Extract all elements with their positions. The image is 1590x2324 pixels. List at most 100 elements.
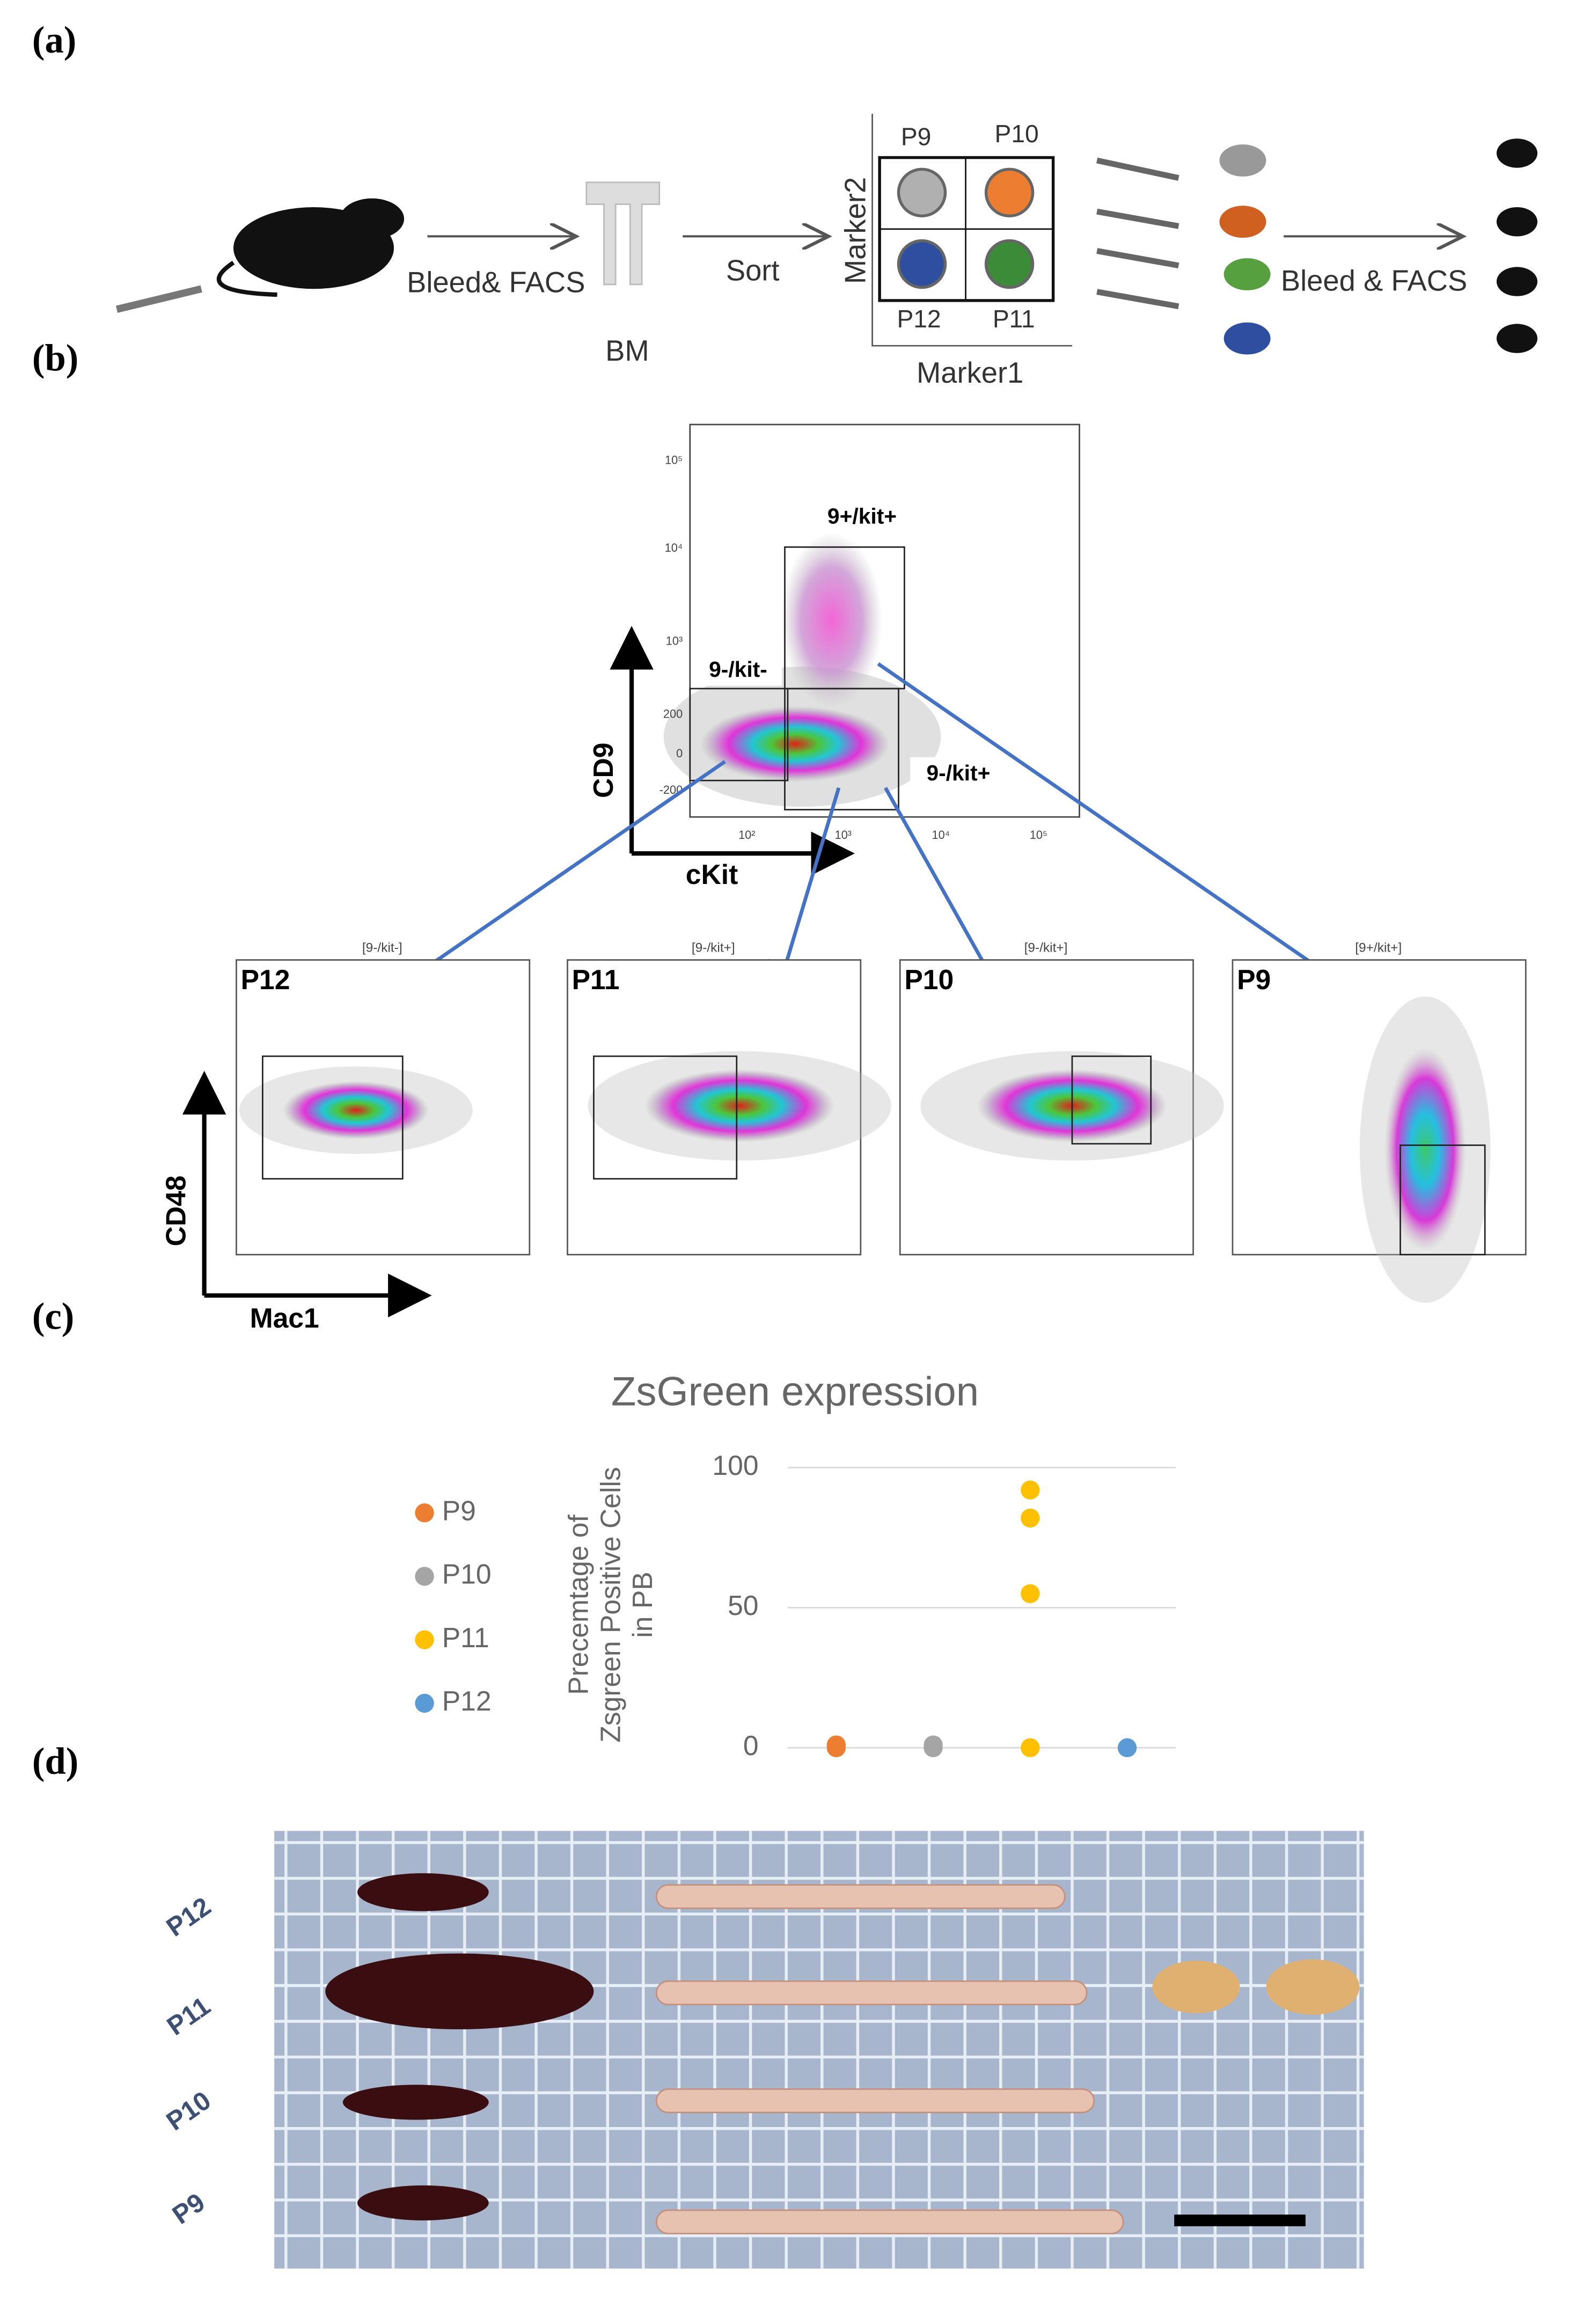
legend-marker bbox=[415, 1567, 434, 1586]
bones bbox=[585, 181, 661, 286]
flow-subplot: [9-/kit+] P10 bbox=[899, 940, 1224, 1255]
chart: ZsGreen expression Precemtage of Zsgreen… bbox=[415, 1369, 1176, 1761]
x-tick-label: 10² bbox=[738, 828, 755, 842]
mouse bbox=[1496, 207, 1538, 237]
x-tick-label: 10⁵ bbox=[1030, 828, 1047, 842]
axis-label: Mac1 bbox=[250, 1303, 319, 1334]
legend-marker bbox=[415, 1630, 434, 1649]
density bbox=[644, 1069, 834, 1143]
mouse bbox=[1496, 324, 1538, 353]
legend-label: P12 bbox=[442, 1685, 492, 1716]
gate-label-bg bbox=[910, 757, 1007, 790]
axis-label: cKit bbox=[686, 859, 738, 890]
axis-label: Marker2 bbox=[839, 177, 872, 284]
x-tick-label: 10⁴ bbox=[932, 828, 950, 842]
plot-name: P10 bbox=[904, 964, 954, 995]
arrow bbox=[768, 787, 841, 999]
data-point bbox=[924, 1735, 943, 1755]
bone bbox=[655, 1884, 1066, 1909]
plot-frame bbox=[1232, 959, 1527, 1255]
chart-title: ZsGreen expression bbox=[611, 1369, 979, 1415]
flow-subplots: [9-/kit-] P12 [9-/kit+] P11 [9-/kit+] P10 [9+/… bbox=[236, 940, 1527, 1303]
density bbox=[283, 1081, 429, 1139]
scale-bar bbox=[1174, 2215, 1306, 2226]
photo: P12 P11 P10 P9 bbox=[162, 1831, 1364, 2269]
plot-name: P12 bbox=[241, 964, 290, 995]
mouse bbox=[340, 198, 405, 239]
gate-label: 9-/kit+ bbox=[926, 761, 990, 785]
legend-label: P10 bbox=[442, 1559, 492, 1590]
legend-label: P9 bbox=[442, 1495, 476, 1526]
flow-subplot: [9-/kit-] P12 bbox=[236, 940, 531, 1255]
mouse bbox=[1223, 322, 1271, 355]
panel-label: (b) bbox=[32, 337, 78, 379]
legend-marker bbox=[415, 1503, 434, 1523]
spleen bbox=[325, 1953, 594, 2029]
quadrant-label: P11 bbox=[993, 305, 1035, 333]
gate bbox=[1400, 1144, 1486, 1255]
gate bbox=[784, 688, 899, 810]
gate-label-bg bbox=[811, 500, 913, 533]
row-label: P12 bbox=[162, 1892, 216, 1942]
gate bbox=[1071, 1055, 1152, 1145]
node bbox=[1152, 1961, 1240, 2014]
density bbox=[780, 532, 883, 708]
schematic: Bleed& FACS BM Sort P9 P10 P12 P11 Marke… bbox=[115, 114, 1538, 389]
syringe bbox=[1096, 248, 1179, 269]
data-point bbox=[1021, 1738, 1040, 1758]
bm-label: BM bbox=[605, 334, 649, 367]
y-tick-label: 10⁴ bbox=[665, 541, 683, 554]
flow-main: 9+/kit+ 9-/kit- 9-/kit+ 10⁵10⁴10³2000-20… bbox=[588, 423, 1080, 890]
gate bbox=[593, 1055, 738, 1180]
y-tick-label: 0 bbox=[743, 1730, 759, 1761]
gate bbox=[262, 1055, 404, 1180]
axis-label: CD9 bbox=[588, 743, 619, 798]
population bbox=[897, 239, 947, 289]
data-point bbox=[1117, 1738, 1137, 1758]
quadrant-label: P9 bbox=[901, 122, 931, 150]
spleen bbox=[342, 2085, 489, 2120]
y-axis-label: in PB bbox=[627, 1572, 658, 1638]
y-tick-label: 10⁵ bbox=[665, 454, 683, 467]
step-label: Sort bbox=[726, 254, 780, 287]
arrow bbox=[877, 662, 1388, 1015]
node bbox=[1266, 1959, 1360, 2015]
quadrant-label: P12 bbox=[897, 305, 941, 333]
data-point bbox=[826, 1735, 846, 1755]
arrow bbox=[380, 760, 726, 999]
spleen bbox=[357, 2185, 489, 2221]
gate-label: 9-/kit- bbox=[709, 657, 767, 682]
plot-name: P11 bbox=[572, 964, 620, 995]
plot-header: [9-/kit+] bbox=[692, 940, 735, 955]
mouse bbox=[1219, 206, 1266, 238]
data-point bbox=[1021, 1584, 1040, 1603]
plot-header: [9+/kit+] bbox=[1355, 940, 1402, 955]
bone bbox=[655, 2088, 1095, 2114]
legend-label: P11 bbox=[442, 1622, 489, 1653]
y-axis-label: Precemtage of bbox=[563, 1514, 594, 1694]
row-label: P10 bbox=[162, 2086, 216, 2136]
flow-subplot: [9+/kit+] P9 bbox=[1232, 940, 1527, 1303]
row-label: P11 bbox=[162, 1991, 216, 2041]
x-tick-label: 10³ bbox=[834, 828, 851, 842]
mouse-tail bbox=[216, 260, 277, 297]
gate bbox=[689, 688, 789, 781]
panel-label: (d) bbox=[32, 1741, 78, 1782]
population bbox=[897, 167, 947, 218]
plot-header: [9-/kit+] bbox=[1024, 940, 1068, 955]
density bbox=[1384, 1047, 1466, 1252]
population bbox=[984, 167, 1035, 218]
axes bbox=[871, 114, 1072, 347]
panel-label: (c) bbox=[32, 1296, 74, 1338]
plot-name: P9 bbox=[1237, 964, 1271, 995]
y-tick-label: 50 bbox=[728, 1590, 758, 1621]
syringe bbox=[115, 285, 202, 313]
y-tick-label: 200 bbox=[663, 707, 683, 721]
syringe bbox=[1096, 208, 1179, 229]
mouse bbox=[1219, 144, 1266, 177]
spleen bbox=[357, 1873, 489, 1911]
y-axis-label: Zsgreen Positive Cells bbox=[595, 1467, 626, 1743]
step-label: Bleed& FACS bbox=[407, 266, 585, 298]
